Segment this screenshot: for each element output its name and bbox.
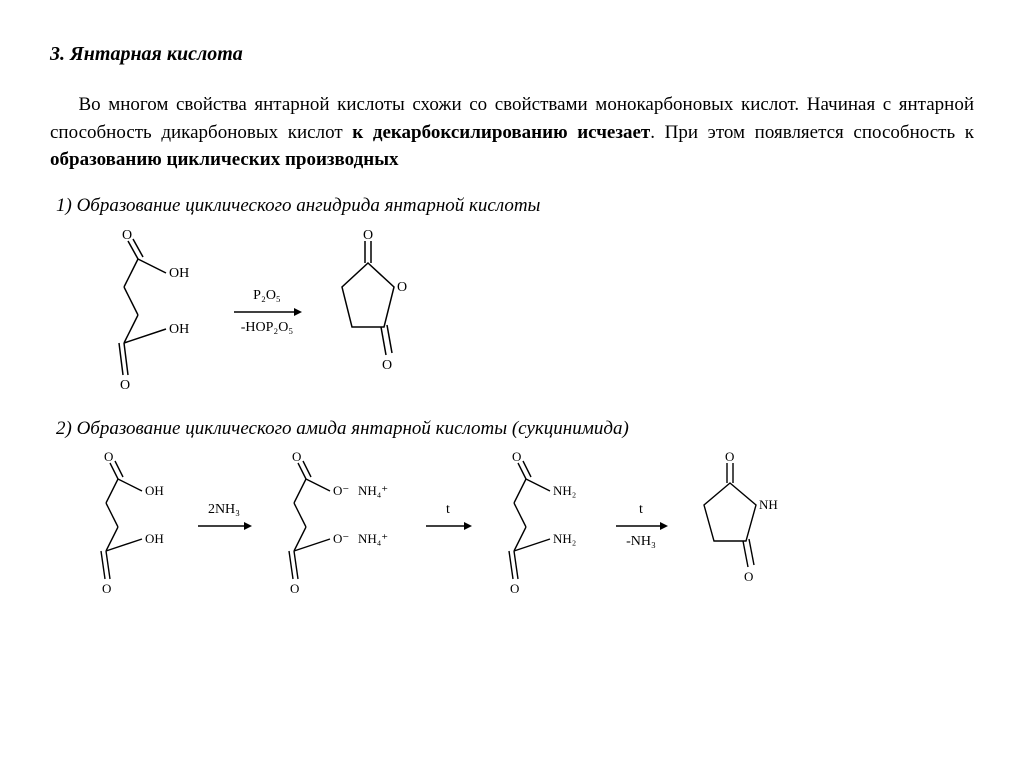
svg-text:O⁻: O⁻ (333, 531, 349, 546)
svg-text:O: O (290, 581, 299, 596)
svg-text:OH: OH (169, 322, 189, 337)
arrow-icon (424, 519, 472, 533)
svg-text:NH₂: NH₂ (553, 531, 576, 546)
section-title: 3. Янтарная кислота (50, 40, 974, 69)
reaction-scheme-2: O OH OH O 2NH₃ O O⁻ NH₄⁺ O⁻ NH₄⁺ O (80, 451, 974, 601)
structure-succinic-acid-2: O OH OH O (80, 451, 180, 601)
arrow-2b-top: t (446, 502, 450, 518)
svg-text:O: O (382, 358, 392, 373)
svg-text:O: O (104, 451, 113, 464)
svg-text:O: O (363, 228, 373, 243)
reaction-scheme-1: O OH OH O P₂O₅ -HOP₂O₅ O O O (94, 227, 974, 397)
svg-text:O: O (122, 228, 132, 243)
svg-text:O⁻: O⁻ (333, 483, 349, 498)
svg-text:NH: NH (759, 497, 778, 512)
structure-diammonium-succinate: O O⁻ NH₄⁺ O⁻ NH₄⁺ O (268, 451, 408, 601)
structure-succinamide: O NH₂ NH₂ O (488, 451, 598, 601)
svg-text:O: O (744, 569, 753, 584)
arrow-icon (196, 519, 252, 533)
svg-text:O: O (120, 378, 130, 393)
subheading-2: 2) Образование циклического амида янтарн… (56, 415, 974, 443)
svg-text:OH: OH (145, 483, 164, 498)
reaction-arrow-2b: t (424, 502, 472, 550)
svg-text:O: O (292, 451, 301, 464)
arrow-2c-bottom: -NH₃ (626, 534, 656, 550)
body-paragraph: Во многом свойства янтарной кислоты схож… (50, 91, 974, 174)
svg-text:NH₄⁺: NH₄⁺ (358, 483, 388, 498)
svg-text:OH: OH (169, 266, 189, 281)
arrow-icon (232, 305, 302, 319)
para-b1: к декарбоксилированию исчезает (352, 122, 650, 143)
structure-succinic-anhydride: O O O (320, 227, 420, 397)
para-b2: образованию циклических производных (50, 149, 399, 170)
reaction-arrow-1: P₂O₅ -HOP₂O₅ (232, 288, 302, 336)
subheading-1: 1) Образование циклического ангидрида ян… (56, 192, 974, 220)
svg-text:NH₂: NH₂ (553, 483, 576, 498)
arrow-reagent-top: P₂O₅ (253, 288, 281, 304)
reaction-arrow-2a: 2NH₃ (196, 502, 252, 550)
svg-text:O: O (725, 451, 734, 464)
svg-text:OH: OH (145, 531, 164, 546)
svg-text:NH₄⁺: NH₄⁺ (358, 531, 388, 546)
structure-succinimide: O NH O (684, 451, 784, 601)
svg-text:O: O (397, 280, 407, 295)
structure-succinic-acid: O OH OH O (94, 227, 214, 397)
reaction-arrow-2c: t -NH₃ (614, 502, 668, 550)
arrow-2c-top: t (639, 502, 643, 518)
svg-text:O: O (512, 451, 521, 464)
arrow-reagent-bottom: -HOP₂O₅ (241, 320, 294, 336)
svg-text:O: O (102, 581, 111, 596)
svg-text:O: O (510, 581, 519, 596)
arrow-icon (614, 519, 668, 533)
arrow-2a-top: 2NH₃ (208, 502, 240, 518)
para-t2: . При этом появляется способность к (650, 122, 974, 143)
